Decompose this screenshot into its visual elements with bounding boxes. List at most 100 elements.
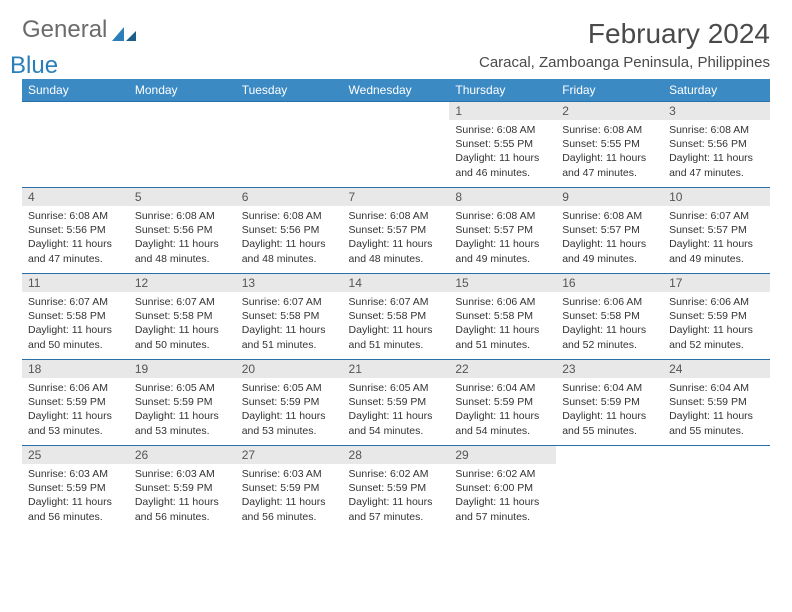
title-block: February 2024 Caracal, Zamboanga Peninsu… (479, 18, 770, 71)
calendar-day-cell: 20Sunrise: 6:05 AMSunset: 5:59 PMDayligh… (236, 360, 343, 446)
sunrise-text: Sunrise: 6:08 AM (669, 123, 764, 137)
sunrise-text: Sunrise: 6:06 AM (669, 295, 764, 309)
sunset-text: Sunset: 5:58 PM (135, 309, 230, 323)
day-info: Sunrise: 6:03 AMSunset: 5:59 PMDaylight:… (129, 464, 236, 527)
day-number: 27 (236, 446, 343, 464)
day-number: 3 (663, 102, 770, 120)
sunrise-text: Sunrise: 6:03 AM (242, 467, 337, 481)
daylight-text: Daylight: 11 hours and 48 minutes. (349, 237, 444, 265)
calendar-table: SundayMondayTuesdayWednesdayThursdayFrid… (22, 79, 770, 532)
sunrise-text: Sunrise: 6:05 AM (135, 381, 230, 395)
calendar-day-cell: 29Sunrise: 6:02 AMSunset: 6:00 PMDayligh… (449, 446, 556, 532)
sunrise-text: Sunrise: 6:02 AM (455, 467, 550, 481)
weekday-header-row: SundayMondayTuesdayWednesdayThursdayFrid… (22, 79, 770, 102)
daylight-text: Daylight: 11 hours and 49 minutes. (455, 237, 550, 265)
daylight-text: Daylight: 11 hours and 49 minutes. (562, 237, 657, 265)
calendar-day-cell: 10 Sunrise: 6:07 AMSunset: 5:57 PMDayligh… (663, 188, 770, 274)
calendar-row: 18Sunrise: 6:06 AMSunset: 5:59 PMDayligh… (22, 360, 770, 446)
day-number: 17 (663, 274, 770, 292)
calendar-day-cell: 27Sunrise: 6:03 AMSunset: 5:59 PMDayligh… (236, 446, 343, 532)
sunrise-text: Sunrise: 6:08 AM (28, 209, 123, 223)
day-number: 22 (449, 360, 556, 378)
calendar-empty-cell (236, 102, 343, 188)
calendar-day-cell: 23Sunrise: 6:04 AMSunset: 5:59 PMDayligh… (556, 360, 663, 446)
daylight-text: Daylight: 11 hours and 47 minutes. (669, 151, 764, 179)
daylight-text: Daylight: 11 hours and 50 minutes. (135, 323, 230, 351)
day-number: 29 (449, 446, 556, 464)
weekday-header: Wednesday (343, 79, 450, 102)
day-info: Sunrise: 6:08 AMSunset: 5:57 PMDaylight:… (556, 206, 663, 269)
day-number: 16 (556, 274, 663, 292)
day-number: 13 (236, 274, 343, 292)
sunrise-text: Sunrise: 6:05 AM (349, 381, 444, 395)
calendar-row: 11Sunrise: 6:07 AMSunset: 5:58 PMDayligh… (22, 274, 770, 360)
day-info: Sunrise: 6:03 AMSunset: 5:59 PMDaylight:… (22, 464, 129, 527)
daylight-text: Daylight: 11 hours and 56 minutes. (135, 495, 230, 523)
day-info: Sunrise: 6:06 AMSunset: 5:59 PMDaylight:… (22, 378, 129, 441)
sunrise-text: Sunrise: 6:07 AM (669, 209, 764, 223)
sunset-text: Sunset: 5:57 PM (455, 223, 550, 237)
day-info: Sunrise: 6:08 AMSunset: 5:56 PMDaylight:… (236, 206, 343, 269)
sunset-text: Sunset: 5:59 PM (28, 481, 123, 495)
day-number: 26 (129, 446, 236, 464)
sunrise-text: Sunrise: 6:06 AM (28, 381, 123, 395)
day-number: 11 (22, 274, 129, 292)
sunset-text: Sunset: 5:59 PM (562, 395, 657, 409)
day-number: 24 (663, 360, 770, 378)
daylight-text: Daylight: 11 hours and 49 minutes. (669, 237, 764, 265)
sunset-text: Sunset: 5:57 PM (669, 223, 764, 237)
daylight-text: Daylight: 11 hours and 52 minutes. (562, 323, 657, 351)
sunset-text: Sunset: 5:57 PM (349, 223, 444, 237)
calendar-empty-cell (22, 102, 129, 188)
day-info: Sunrise: 6:04 AMSunset: 5:59 PMDaylight:… (449, 378, 556, 441)
sunset-text: Sunset: 5:59 PM (28, 395, 123, 409)
day-info: Sunrise: 6:05 AMSunset: 5:59 PMDaylight:… (129, 378, 236, 441)
day-info: Sunrise: 6:07 AMSunset: 5:58 PMDaylight:… (22, 292, 129, 355)
daylight-text: Daylight: 11 hours and 53 minutes. (28, 409, 123, 437)
day-info: Sunrise: 6:06 AMSunset: 5:58 PMDaylight:… (556, 292, 663, 355)
day-number: 2 (556, 102, 663, 120)
calendar-day-cell: 2Sunrise: 6:08 AMSunset: 5:55 PMDaylight… (556, 102, 663, 188)
day-info: Sunrise: 6:05 AMSunset: 5:59 PMDaylight:… (236, 378, 343, 441)
calendar-day-cell: 3Sunrise: 6:08 AMSunset: 5:56 PMDaylight… (663, 102, 770, 188)
calendar-day-cell: 1Sunrise: 6:08 AMSunset: 5:55 PMDaylight… (449, 102, 556, 188)
sunrise-text: Sunrise: 6:08 AM (135, 209, 230, 223)
daylight-text: Daylight: 11 hours and 56 minutes. (242, 495, 337, 523)
sunset-text: Sunset: 5:56 PM (28, 223, 123, 237)
day-number: 10 (663, 188, 770, 206)
calendar-day-cell: 8Sunrise: 6:08 AMSunset: 5:57 PMDaylight… (449, 188, 556, 274)
calendar-row: 1Sunrise: 6:08 AMSunset: 5:55 PMDaylight… (22, 102, 770, 188)
calendar-day-cell: 4Sunrise: 6:08 AMSunset: 5:56 PMDaylight… (22, 188, 129, 274)
sunset-text: Sunset: 5:58 PM (562, 309, 657, 323)
daylight-text: Daylight: 11 hours and 55 minutes. (562, 409, 657, 437)
calendar-empty-cell (343, 102, 450, 188)
daylight-text: Daylight: 11 hours and 48 minutes. (242, 237, 337, 265)
calendar-day-cell: 22Sunrise: 6:04 AMSunset: 5:59 PMDayligh… (449, 360, 556, 446)
sunrise-text: Sunrise: 6:04 AM (562, 381, 657, 395)
sunrise-text: Sunrise: 6:08 AM (455, 123, 550, 137)
day-info: Sunrise: 6:08 AMSunset: 5:56 PMDaylight:… (129, 206, 236, 269)
sunrise-text: Sunrise: 6:08 AM (562, 209, 657, 223)
sunrise-text: Sunrise: 6:08 AM (242, 209, 337, 223)
sunrise-text: Sunrise: 6:07 AM (135, 295, 230, 309)
day-info: Sunrise: 6:06 AMSunset: 5:58 PMDaylight:… (449, 292, 556, 355)
sunrise-text: Sunrise: 6:06 AM (562, 295, 657, 309)
day-info: Sunrise: 6:04 AMSunset: 5:59 PMDaylight:… (663, 378, 770, 441)
day-info: Sunrise: 6:07 AMSunset: 5:58 PMDaylight:… (236, 292, 343, 355)
calendar-day-cell: 17Sunrise: 6:06 AMSunset: 5:59 PMDayligh… (663, 274, 770, 360)
daylight-text: Daylight: 11 hours and 51 minutes. (349, 323, 444, 351)
calendar-day-cell: 18Sunrise: 6:06 AMSunset: 5:59 PMDayligh… (22, 360, 129, 446)
calendar-day-cell: 15Sunrise: 6:06 AMSunset: 5:58 PMDayligh… (449, 274, 556, 360)
calendar-day-cell: 16Sunrise: 6:06 AMSunset: 5:58 PMDayligh… (556, 274, 663, 360)
sunset-text: Sunset: 5:59 PM (242, 395, 337, 409)
day-info: Sunrise: 6:08 AMSunset: 5:56 PMDaylight:… (663, 120, 770, 183)
day-info: Sunrise: 6:05 AMSunset: 5:59 PMDaylight:… (343, 378, 450, 441)
sunrise-text: Sunrise: 6:03 AM (28, 467, 123, 481)
day-info: Sunrise: 6:08 AMSunset: 5:57 PMDaylight:… (449, 206, 556, 269)
day-number: 5 (129, 188, 236, 206)
daylight-text: Daylight: 11 hours and 53 minutes. (135, 409, 230, 437)
weekday-header: Monday (129, 79, 236, 102)
sunset-text: Sunset: 5:59 PM (669, 395, 764, 409)
calendar-day-cell: 5Sunrise: 6:08 AMSunset: 5:56 PMDaylight… (129, 188, 236, 274)
calendar-day-cell: 26Sunrise: 6:03 AMSunset: 5:59 PMDayligh… (129, 446, 236, 532)
